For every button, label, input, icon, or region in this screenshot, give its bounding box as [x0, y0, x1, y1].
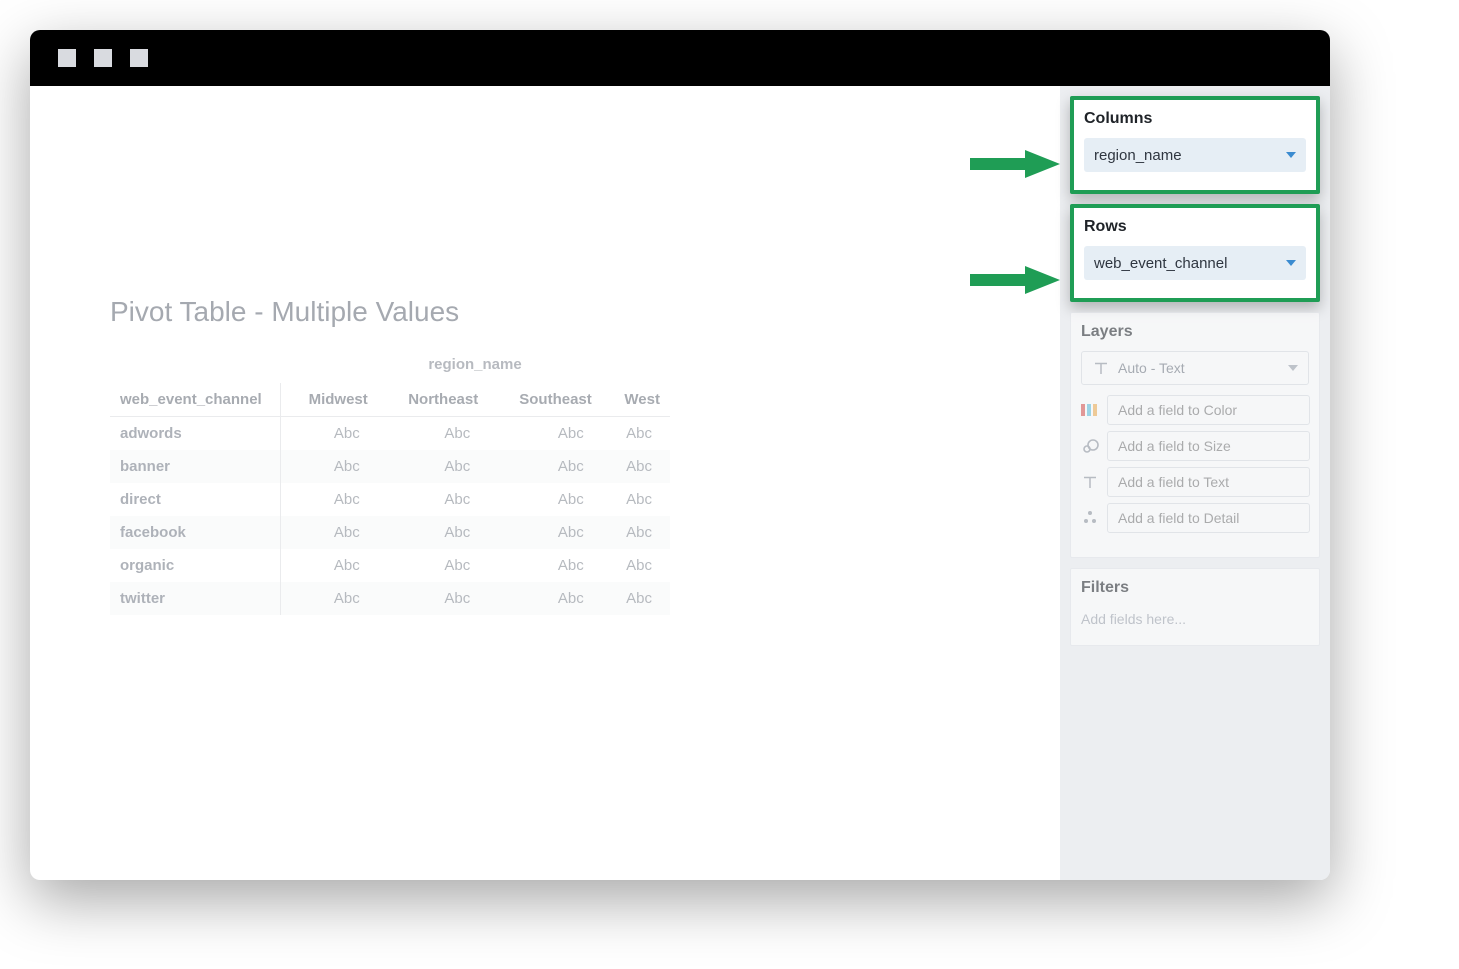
- pivot-cell[interactable]: Abc: [378, 549, 488, 582]
- detail-field-row: [1081, 503, 1309, 533]
- arrow-to-columns-icon: [970, 150, 1060, 178]
- columns-pill[interactable]: region_name: [1084, 138, 1306, 172]
- layers-panel: Layers Auto - Text: [1070, 312, 1320, 558]
- table-row: adwordsAbcAbcAbcAbc: [110, 417, 670, 451]
- config-sidebar: Columns region_name Rows web_event_chann…: [1060, 86, 1330, 880]
- mark-type-label: Auto - Text: [1118, 360, 1185, 376]
- rows-pill-label: web_event_channel: [1094, 255, 1227, 272]
- pivot-cell[interactable]: Abc: [602, 483, 670, 516]
- detail-icon: [1081, 506, 1099, 530]
- size-field-input[interactable]: [1107, 431, 1310, 461]
- titlebar: [30, 30, 1330, 86]
- table-row: twitterAbcAbcAbcAbc: [110, 582, 670, 615]
- pivot-cell[interactable]: Abc: [280, 516, 378, 549]
- chevron-down-icon: [1288, 365, 1298, 371]
- pivot-cell[interactable]: Abc: [488, 417, 602, 451]
- pivot-cell[interactable]: Abc: [602, 549, 670, 582]
- pivot-row-header[interactable]: facebook: [110, 516, 280, 549]
- chevron-down-icon: [1286, 260, 1296, 266]
- detail-field-input[interactable]: [1107, 503, 1310, 533]
- app-body: Pivot Table - Multiple Values region_nam…: [30, 86, 1330, 880]
- layers-title: Layers: [1081, 323, 1309, 341]
- pivot-cell[interactable]: Abc: [378, 582, 488, 615]
- pivot-cell[interactable]: Abc: [280, 483, 378, 516]
- color-field-row: [1081, 395, 1309, 425]
- rows-shelf-title: Rows: [1084, 218, 1306, 236]
- window-control-icon[interactable]: [130, 49, 148, 67]
- pivot-cell[interactable]: Abc: [378, 417, 488, 451]
- color-icon: [1081, 398, 1099, 422]
- columns-pill-label: region_name: [1094, 147, 1182, 164]
- text-field-row: [1081, 467, 1309, 497]
- pivot-cell[interactable]: Abc: [602, 417, 670, 451]
- pivot-cell[interactable]: Abc: [602, 516, 670, 549]
- arrow-to-rows-icon: [970, 266, 1060, 294]
- pivot-table-wrap: region_name web_event_channel Midwest No…: [110, 356, 670, 615]
- pivot-row-header[interactable]: banner: [110, 450, 280, 483]
- pivot-cell[interactable]: Abc: [488, 582, 602, 615]
- table-row: directAbcAbcAbcAbc: [110, 483, 670, 516]
- color-field-input[interactable]: [1107, 395, 1310, 425]
- main-canvas: Pivot Table - Multiple Values region_nam…: [30, 86, 1060, 880]
- pivot-cell[interactable]: Abc: [280, 450, 378, 483]
- pivot-row-header[interactable]: organic: [110, 549, 280, 582]
- pivot-cell[interactable]: Abc: [488, 549, 602, 582]
- pivot-title: Pivot Table - Multiple Values: [110, 296, 1020, 328]
- pivot-col-header[interactable]: West: [602, 383, 670, 417]
- pivot-cell[interactable]: Abc: [602, 582, 670, 615]
- filters-title: Filters: [1081, 579, 1309, 597]
- pivot-cell[interactable]: Abc: [602, 450, 670, 483]
- filters-placeholder[interactable]: Add fields here...: [1081, 607, 1309, 627]
- size-field-row: [1081, 431, 1309, 461]
- pivot-row-header[interactable]: twitter: [110, 582, 280, 615]
- text-field-input[interactable]: [1107, 467, 1310, 497]
- pivot-col-header[interactable]: Southeast: [488, 383, 602, 417]
- text-icon: [1092, 359, 1110, 377]
- table-row: bannerAbcAbcAbcAbc: [110, 450, 670, 483]
- pivot-row-header[interactable]: direct: [110, 483, 280, 516]
- pivot-col-header[interactable]: Northeast: [378, 383, 488, 417]
- filters-panel: Filters Add fields here...: [1070, 568, 1320, 646]
- columns-shelf: Columns region_name: [1070, 96, 1320, 194]
- rows-pill[interactable]: web_event_channel: [1084, 246, 1306, 280]
- pivot-row-field-label: web_event_channel: [110, 383, 280, 417]
- rows-shelf: Rows web_event_channel: [1070, 204, 1320, 302]
- pivot-col-header[interactable]: Midwest: [280, 383, 378, 417]
- pivot-row-header[interactable]: adwords: [110, 417, 280, 451]
- app-window: Pivot Table - Multiple Values region_nam…: [30, 30, 1330, 880]
- text-icon: [1081, 470, 1099, 494]
- pivot-column-field-label: region_name: [110, 356, 670, 383]
- size-icon: [1081, 434, 1099, 458]
- pivot-cell[interactable]: Abc: [378, 516, 488, 549]
- mark-type-select[interactable]: Auto - Text: [1081, 351, 1309, 385]
- pivot-cell[interactable]: Abc: [488, 516, 602, 549]
- table-row: organicAbcAbcAbcAbc: [110, 549, 670, 582]
- pivot-cell[interactable]: Abc: [280, 549, 378, 582]
- columns-shelf-title: Columns: [1084, 110, 1306, 128]
- pivot-cell[interactable]: Abc: [488, 483, 602, 516]
- pivot-cell[interactable]: Abc: [378, 483, 488, 516]
- pivot-cell[interactable]: Abc: [280, 582, 378, 615]
- pivot-cell[interactable]: Abc: [280, 417, 378, 451]
- pivot-cell[interactable]: Abc: [488, 450, 602, 483]
- chevron-down-icon: [1286, 152, 1296, 158]
- pivot-table: web_event_channel Midwest Northeast Sout…: [110, 383, 670, 615]
- table-row: facebookAbcAbcAbcAbc: [110, 516, 670, 549]
- window-control-icon[interactable]: [58, 49, 76, 67]
- pivot-cell[interactable]: Abc: [378, 450, 488, 483]
- window-control-icon[interactable]: [94, 49, 112, 67]
